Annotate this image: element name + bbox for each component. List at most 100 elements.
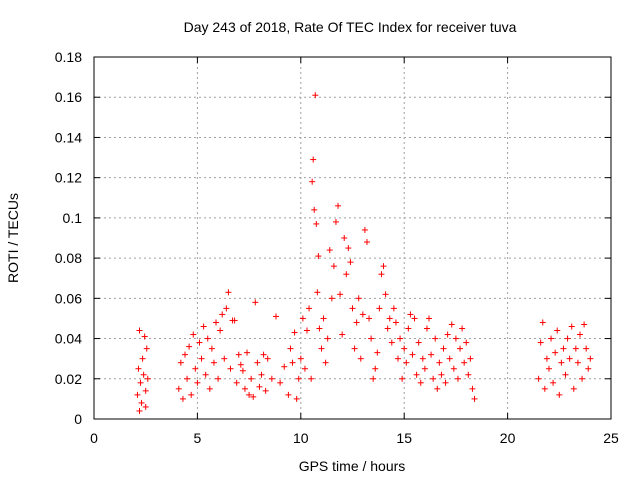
data-point <box>394 355 401 362</box>
data-point <box>548 335 555 342</box>
y-tick-label: 0.18 <box>55 49 82 65</box>
data-point <box>368 335 375 342</box>
data-point <box>262 387 269 394</box>
data-point <box>233 379 240 386</box>
data-point <box>335 202 342 209</box>
data-point <box>545 365 552 372</box>
data-point <box>550 379 557 386</box>
data-point <box>244 349 251 356</box>
data-point <box>134 391 141 398</box>
x-tick-labels: 0 5 10 15 20 25 <box>90 430 619 446</box>
data-point <box>301 365 308 372</box>
data-point <box>277 379 284 386</box>
data-point <box>316 325 323 332</box>
data-point <box>190 331 197 338</box>
data-point <box>256 383 263 390</box>
data-point <box>440 345 447 352</box>
data-point <box>566 355 573 362</box>
data-point <box>184 375 191 382</box>
data-point <box>310 156 317 163</box>
data-point <box>295 375 302 382</box>
data-point <box>409 351 416 358</box>
data-point <box>438 371 445 378</box>
data-point <box>388 339 395 346</box>
data-point <box>430 375 437 382</box>
data-point <box>326 247 333 254</box>
data-point <box>419 355 426 362</box>
data-point <box>320 315 327 322</box>
data-point <box>297 355 304 362</box>
data-point <box>143 345 150 352</box>
y-axis-title: ROTI / TECUs <box>5 193 21 283</box>
data-point <box>541 385 548 392</box>
x-tick-label: 20 <box>500 430 516 446</box>
data-point <box>452 335 459 342</box>
data-point <box>426 315 433 322</box>
data-point <box>306 305 313 312</box>
data-point <box>423 325 430 332</box>
data-point <box>537 339 544 346</box>
data-point <box>353 319 360 326</box>
data-point <box>142 403 149 410</box>
data-point <box>366 315 373 322</box>
data-point <box>583 345 590 352</box>
data-point <box>311 206 318 213</box>
data-point <box>351 345 358 352</box>
data-point <box>260 351 267 358</box>
data-point <box>562 371 569 378</box>
y-tick-label: 0.06 <box>55 290 82 306</box>
data-point <box>219 311 226 318</box>
data-point <box>252 299 259 306</box>
data-point <box>415 339 422 346</box>
data-point <box>405 325 412 332</box>
y-tick-label: 0.16 <box>55 89 82 105</box>
data-point <box>579 375 586 382</box>
data-point <box>314 289 321 296</box>
data-point <box>572 345 579 352</box>
data-point <box>349 305 356 312</box>
data-point <box>444 331 451 338</box>
data-point <box>268 375 275 382</box>
data-point <box>361 226 368 233</box>
data-point <box>417 379 424 386</box>
y-tick-label: 0.1 <box>63 210 83 226</box>
data-point <box>552 349 559 356</box>
data-point <box>560 345 567 352</box>
data-point <box>241 385 248 392</box>
data-point <box>137 379 144 386</box>
data-point <box>382 291 389 298</box>
data-point <box>210 359 217 366</box>
data-point <box>574 359 581 366</box>
data-point <box>454 375 461 382</box>
data-point <box>374 349 381 356</box>
x-axis-title: GPS time / hours <box>299 458 406 474</box>
data-point <box>308 375 315 382</box>
data-point <box>194 379 201 386</box>
data-point <box>421 365 428 372</box>
scatter-points <box>134 92 594 414</box>
data-point <box>376 305 383 312</box>
axis-ticks <box>93 56 612 420</box>
data-point <box>328 295 335 302</box>
data-point <box>359 311 366 318</box>
data-point <box>467 355 474 362</box>
data-point <box>386 315 393 322</box>
data-point <box>293 395 300 402</box>
data-point <box>291 329 298 336</box>
data-point <box>556 391 563 398</box>
data-point <box>188 391 195 398</box>
data-point <box>196 339 203 346</box>
data-point <box>339 331 346 338</box>
data-point <box>181 351 188 358</box>
data-point <box>281 363 288 370</box>
data-point <box>450 365 457 372</box>
data-point <box>554 327 561 334</box>
data-point <box>140 371 147 378</box>
data-point <box>337 291 344 298</box>
data-point <box>192 365 199 372</box>
data-point <box>289 359 296 366</box>
data-point <box>459 325 466 332</box>
data-point <box>208 345 215 352</box>
data-point <box>543 355 550 362</box>
